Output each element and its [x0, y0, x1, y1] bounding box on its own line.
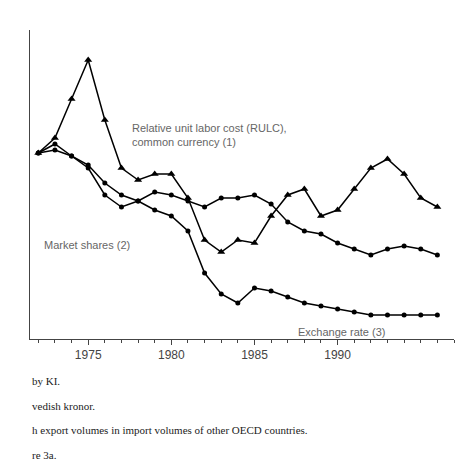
svg-text:re 3a.: re 3a.	[32, 449, 57, 461]
svg-text:Relative unit labor cost (RULC: Relative unit labor cost (RULC),common c…	[132, 122, 287, 148]
svg-text:vedish kronor.: vedish kronor.	[32, 400, 95, 412]
svg-text:Market shares (2): Market shares (2)	[44, 239, 130, 251]
svg-text:1980: 1980	[158, 348, 185, 362]
svg-text:1990: 1990	[324, 348, 351, 362]
svg-text:Exchange rate (3): Exchange rate (3)	[298, 326, 385, 338]
svg-text:h export volumes in import vol: h export volumes in import volumes of ot…	[32, 424, 308, 436]
svg-text:1975: 1975	[75, 348, 102, 362]
svg-text:1985: 1985	[241, 348, 268, 362]
svg-text:by KI.: by KI.	[32, 375, 60, 387]
